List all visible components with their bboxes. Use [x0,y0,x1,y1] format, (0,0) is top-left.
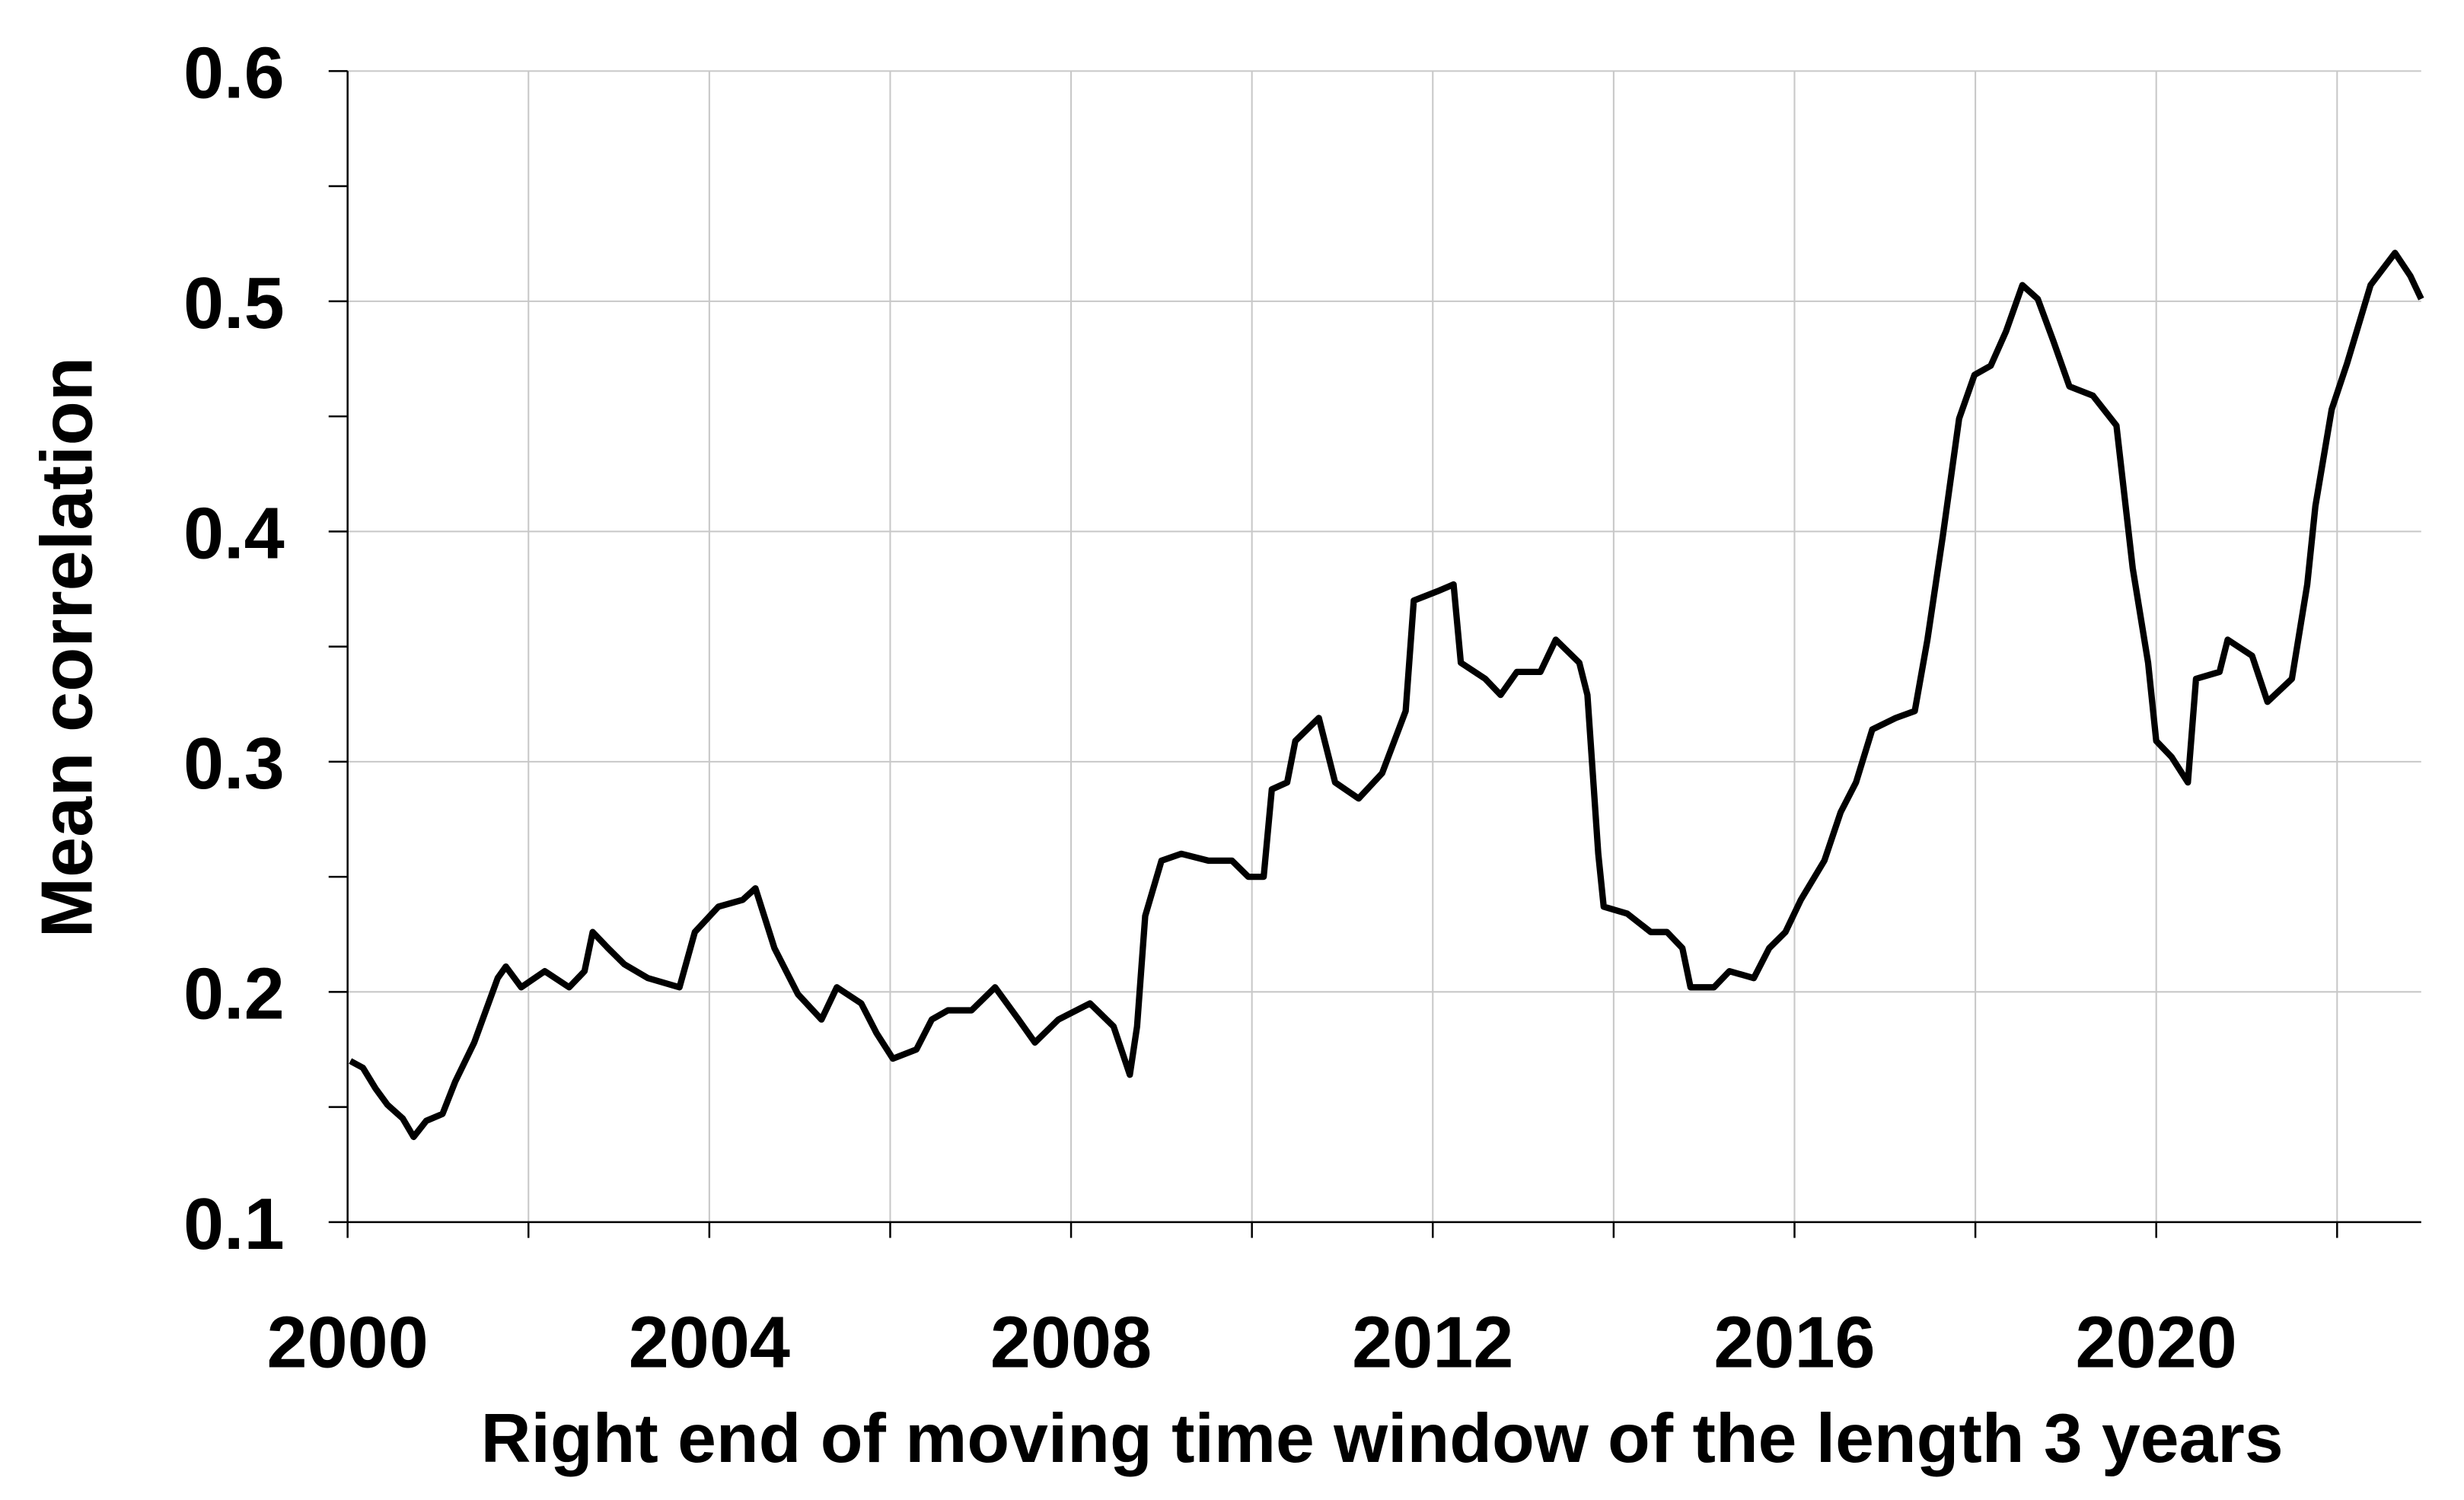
x-tick-label: 2000 [267,1303,429,1384]
y-tick-label: 0.5 [183,263,285,344]
y-tick-label: 0.4 [183,494,285,575]
y-tick-label: 0.1 [183,1184,285,1265]
x-tick-label: 2020 [2076,1303,2237,1384]
y-tick-label: 0.3 [183,724,285,804]
x-tick-label: 2008 [990,1303,1152,1384]
x-tick-label: 2012 [1352,1303,1513,1384]
line-series [349,250,2424,1141]
y-axis-title: Mean correlation [27,357,108,938]
y-tick-label: 0.2 [183,954,285,1035]
x-tick-label: 2016 [1713,1303,1875,1384]
x-axis-title: Right end of moving time window of the l… [481,1400,2284,1477]
y-tick-label: 0.6 [183,33,285,114]
x-tick-label: 2004 [629,1303,790,1384]
